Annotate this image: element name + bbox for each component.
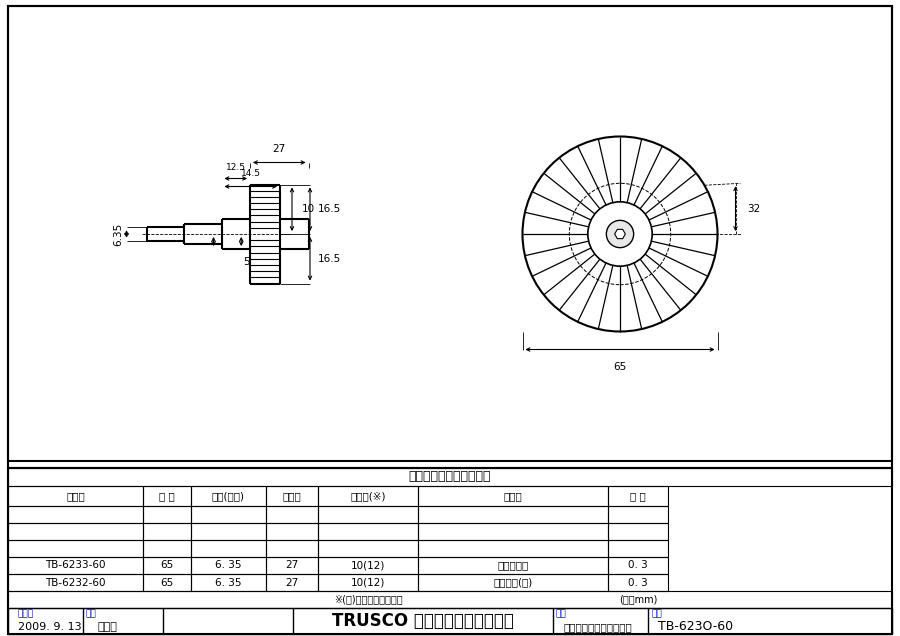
Text: 軸　長: 軸 長 (283, 491, 302, 501)
Bar (8, 468, 892, 486)
Bar (8, 557, 143, 574)
Bar (318, 540, 418, 557)
Text: ワイヤー(鋼): ワイヤー(鋼) (493, 577, 533, 588)
Bar (608, 506, 668, 523)
Bar (191, 506, 266, 523)
Text: 六角軸付ホイールブラシ: 六角軸付ホイールブラシ (409, 471, 491, 483)
Circle shape (607, 220, 634, 247)
Text: 六角軸付ホイールブラシ: 六角軸付ホイールブラシ (563, 622, 632, 632)
Text: 6. 35: 6. 35 (215, 577, 242, 588)
Bar (418, 574, 608, 591)
Bar (266, 506, 318, 523)
Bar (418, 506, 608, 523)
Text: 検図: 検図 (86, 609, 97, 618)
Text: 線　材: 線 材 (504, 491, 522, 501)
Text: 10(12): 10(12) (351, 560, 385, 570)
Text: 16.5: 16.5 (318, 204, 341, 214)
Circle shape (588, 202, 652, 266)
Text: 10: 10 (302, 204, 315, 214)
Bar (266, 486, 318, 506)
Text: 根元厚(※): 根元厚(※) (350, 491, 386, 501)
Bar (418, 557, 608, 574)
Text: 65: 65 (614, 361, 626, 371)
Text: 16.5: 16.5 (318, 254, 341, 264)
Bar (266, 523, 318, 540)
Bar (8, 6, 892, 468)
Text: 2009. 9. 13: 2009. 9. 13 (18, 622, 82, 632)
Bar (143, 506, 191, 523)
Bar (318, 486, 418, 506)
Text: TRUSCO トラスコ中山株式会社: TRUSCO トラスコ中山株式会社 (332, 612, 514, 630)
Text: 軸径(対辺): 軸径(対辺) (212, 491, 245, 501)
Polygon shape (615, 230, 626, 238)
Text: 外 径: 外 径 (159, 491, 175, 501)
Text: 西　岳: 西 岳 (98, 622, 118, 632)
Bar (143, 557, 191, 574)
Text: 線 径: 線 径 (630, 491, 646, 501)
Text: TB-623O-60: TB-623O-60 (658, 621, 734, 633)
Bar (318, 506, 418, 523)
Text: 作成日: 作成日 (18, 609, 34, 618)
Text: 6. 35: 6. 35 (215, 560, 242, 570)
Bar (318, 574, 418, 591)
Bar (266, 574, 318, 591)
Bar (266, 540, 318, 557)
Text: 32: 32 (748, 204, 760, 214)
Bar (608, 557, 668, 574)
Text: 27: 27 (285, 577, 299, 588)
Bar (191, 523, 266, 540)
Bar (608, 574, 668, 591)
Bar (143, 540, 191, 557)
Text: 品　番: 品 番 (66, 491, 85, 501)
Bar (418, 523, 608, 540)
Bar (8, 468, 892, 634)
Bar (191, 557, 266, 574)
Text: 65: 65 (160, 577, 174, 588)
Bar (318, 523, 418, 540)
Bar (608, 523, 668, 540)
Text: 27: 27 (273, 144, 286, 155)
Bar (143, 574, 191, 591)
Bar (418, 486, 608, 506)
Text: 14.5: 14.5 (241, 170, 261, 179)
Bar (191, 540, 266, 557)
Bar (8, 486, 143, 506)
Text: 品名: 品名 (556, 609, 567, 618)
Text: 27: 27 (285, 560, 299, 570)
Bar (608, 540, 668, 557)
Text: ※(内)は金具込みの厚さ: ※(内)は金具込みの厚さ (334, 595, 402, 604)
Bar (8, 6, 892, 461)
Text: 65: 65 (160, 560, 174, 570)
Text: 5: 5 (243, 257, 249, 267)
Text: 品番: 品番 (651, 609, 661, 618)
Bar (8, 591, 892, 608)
Bar (143, 523, 191, 540)
Bar (418, 540, 608, 557)
Text: 0. 3: 0. 3 (628, 560, 648, 570)
Text: TB-6232-60: TB-6232-60 (45, 577, 106, 588)
Text: 12.5: 12.5 (226, 163, 246, 172)
Bar (8, 608, 892, 634)
Text: 0. 3: 0. 3 (628, 577, 648, 588)
Bar (8, 574, 143, 591)
Text: 6.35: 6.35 (113, 223, 123, 245)
Text: ステンレス: ステンレス (498, 560, 528, 570)
Bar (191, 574, 266, 591)
Text: 10(12): 10(12) (351, 577, 385, 588)
Bar (318, 557, 418, 574)
Bar (191, 486, 266, 506)
Text: TB-6233-60: TB-6233-60 (45, 560, 106, 570)
Text: (単位mm): (単位mm) (619, 595, 657, 604)
Bar (8, 523, 143, 540)
Bar (266, 557, 318, 574)
Bar (8, 506, 143, 523)
Bar (608, 486, 668, 506)
Bar (143, 486, 191, 506)
Bar (8, 540, 143, 557)
